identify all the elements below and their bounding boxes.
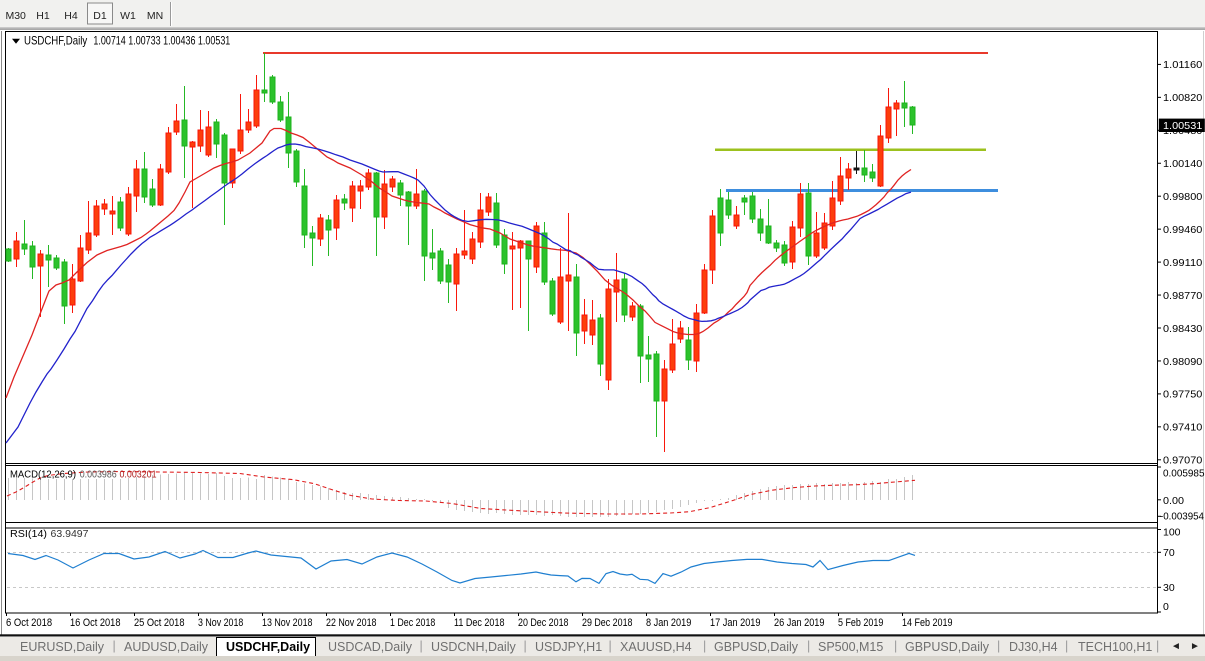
svg-text:30: 30 [1163, 582, 1175, 594]
svg-text:1.00531: 1.00531 [1163, 120, 1202, 132]
svg-text:0.98090: 0.98090 [1163, 356, 1202, 368]
svg-text:0.97410: 0.97410 [1163, 422, 1202, 434]
svg-text:D1: D1 [93, 10, 107, 22]
svg-text:6 Oct 2018: 6 Oct 2018 [6, 617, 52, 629]
svg-text:13 Nov 2018: 13 Nov 2018 [262, 617, 313, 629]
svg-text:0.99800: 0.99800 [1163, 191, 1202, 203]
svg-text:1.00820: 1.00820 [1163, 92, 1202, 104]
svg-text:22 Nov 2018: 22 Nov 2018 [326, 617, 377, 629]
svg-text:29 Dec 2018: 29 Dec 2018 [582, 617, 633, 629]
svg-text:H1: H1 [36, 10, 50, 22]
svg-text:0.99460: 0.99460 [1163, 224, 1202, 236]
svg-text:3 Nov 2018: 3 Nov 2018 [198, 617, 243, 629]
svg-text:100: 100 [1163, 526, 1181, 538]
svg-text:1.00140: 1.00140 [1163, 158, 1202, 170]
svg-text:1.01160: 1.01160 [1163, 59, 1202, 71]
svg-text:0.98770: 0.98770 [1163, 290, 1202, 302]
svg-text:W1: W1 [120, 10, 136, 22]
svg-text:0.98430: 0.98430 [1163, 323, 1202, 335]
svg-text:1 Dec 2018: 1 Dec 2018 [390, 617, 435, 629]
svg-text:0: 0 [1163, 601, 1169, 613]
svg-text:0.99110: 0.99110 [1163, 257, 1202, 269]
svg-text:26 Jan 2019: 26 Jan 2019 [774, 617, 825, 629]
svg-text:0.00: 0.00 [1163, 495, 1184, 507]
svg-text:16 Oct 2018: 16 Oct 2018 [70, 617, 121, 629]
svg-text:-0.003954: -0.003954 [1160, 511, 1204, 523]
svg-text:8 Jan 2019: 8 Jan 2019 [646, 617, 691, 629]
svg-text:20 Dec 2018: 20 Dec 2018 [518, 617, 569, 629]
svg-text:25 Oct 2018: 25 Oct 2018 [134, 617, 185, 629]
svg-text:17 Jan 2019: 17 Jan 2019 [710, 617, 761, 629]
svg-text:0.97070: 0.97070 [1163, 455, 1202, 467]
svg-text:H4: H4 [64, 10, 78, 22]
svg-text:5 Feb 2019: 5 Feb 2019 [838, 617, 883, 629]
svg-text:0.005985: 0.005985 [1163, 467, 1205, 479]
svg-text:MN: MN [147, 10, 163, 22]
svg-text:0.97750: 0.97750 [1163, 389, 1202, 401]
svg-text:70: 70 [1163, 547, 1175, 559]
svg-text:RSI(14)63.9497: RSI(14) 63.9497 [10, 528, 89, 540]
svg-text:14 Feb 2019: 14 Feb 2019 [902, 617, 953, 629]
svg-text:M30: M30 [5, 10, 26, 22]
svg-text:11 Dec 2018: 11 Dec 2018 [454, 617, 505, 629]
